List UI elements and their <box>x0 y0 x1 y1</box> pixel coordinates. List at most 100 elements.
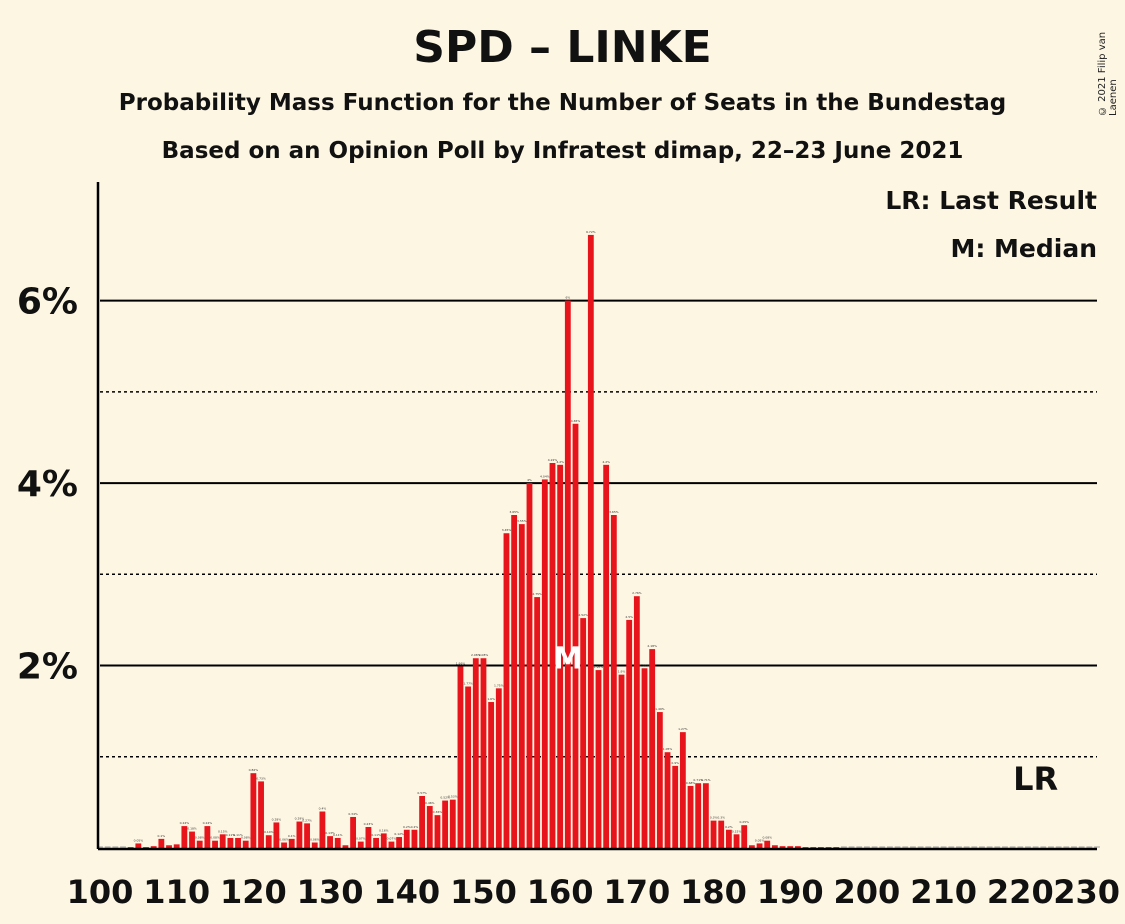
bar <box>357 841 364 848</box>
bar <box>810 847 817 848</box>
bar <box>181 826 188 848</box>
x-tick-label: 170 <box>603 873 670 911</box>
bar-value-label: 0.73% <box>256 776 266 780</box>
bar <box>281 842 287 848</box>
bar <box>204 826 211 848</box>
bar-value-label: 0.05% <box>134 838 144 842</box>
x-tick-label: 140 <box>373 873 440 911</box>
bar-value-label: 0.08% <box>762 836 772 840</box>
bar <box>304 823 310 848</box>
bar <box>518 524 525 848</box>
bar <box>534 597 541 848</box>
bar <box>143 847 149 848</box>
bar-value-label: 4.04% <box>540 474 550 478</box>
bar-value-label: 0.52% <box>440 796 450 800</box>
bar <box>327 836 333 848</box>
bar <box>472 658 479 848</box>
bar <box>449 799 456 848</box>
bar-value-label: 1.97% <box>640 663 650 667</box>
bar <box>580 618 587 848</box>
bar <box>733 834 740 848</box>
bar <box>189 831 195 848</box>
bar-value-label: 0.25% <box>739 820 749 824</box>
bar-value-label: 6.72% <box>586 230 596 234</box>
bar <box>564 300 571 848</box>
bar <box>794 846 801 848</box>
x-tick-label: 150 <box>450 873 517 911</box>
bar-value-label: 0.05% <box>755 838 765 842</box>
bar <box>748 845 755 848</box>
bar-value-label: 0.11% <box>371 833 381 837</box>
bar <box>817 847 824 848</box>
bar <box>825 847 832 848</box>
bar <box>258 781 264 848</box>
bar-value-label: 0.3% <box>717 816 725 820</box>
bar <box>350 816 356 848</box>
bar <box>787 846 794 848</box>
bar <box>127 847 134 848</box>
bar <box>426 806 433 848</box>
bar <box>549 462 556 848</box>
bar <box>334 837 341 848</box>
bar <box>173 844 180 848</box>
bar <box>311 842 318 848</box>
bar <box>725 829 732 848</box>
bar <box>365 827 372 848</box>
bars: 0.05%0.1%0.24%0.18%0.08%0.24%0.08%0.15%0… <box>97 230 1100 849</box>
bar-value-label: 0.29% <box>295 817 305 821</box>
bar-value-label: 4.2% <box>602 460 610 464</box>
bar <box>434 815 441 848</box>
bar <box>741 825 748 848</box>
bar <box>656 712 663 848</box>
bar-value-label: 0.46% <box>425 801 435 805</box>
x-tick-label: 210 <box>910 873 977 911</box>
bar <box>442 800 449 848</box>
bar <box>288 838 295 848</box>
x-tick-label: 120 <box>220 873 287 911</box>
x-tick-label: 230 <box>1053 873 1120 911</box>
bar <box>672 765 679 848</box>
bar <box>626 619 633 848</box>
bar <box>166 845 172 848</box>
chart-title: SPD – LINKE <box>413 22 712 73</box>
bar-value-label: 0.11% <box>233 833 243 837</box>
bar-value-label: 0.2% <box>411 825 419 829</box>
bar-value-label: 0.15% <box>732 829 742 833</box>
bar-value-label: 0.4% <box>319 807 327 811</box>
bar-value-label: 0.68% <box>686 781 696 785</box>
bar <box>771 845 778 848</box>
bar <box>595 670 602 848</box>
bar-value-label: 0.57% <box>417 791 427 795</box>
bar <box>319 811 326 848</box>
bar-value-label: 1.49% <box>655 707 665 711</box>
bar-value-label: 4.2% <box>556 460 564 464</box>
bar-value-label: 0.3% <box>710 816 718 820</box>
bar-value-label: 4.65% <box>571 419 581 423</box>
bar <box>388 841 395 848</box>
bar-value-label: 0.23% <box>364 822 374 826</box>
x-tick-label: 160 <box>527 873 594 911</box>
bar <box>764 840 771 848</box>
chart-subtitle-poll: Based on an Opinion Poll by Infratest di… <box>161 138 964 164</box>
x-tick-label: 180 <box>680 873 747 911</box>
bar <box>396 837 403 848</box>
bar-value-label: 0.2% <box>403 825 411 829</box>
bar <box>641 668 648 848</box>
last-result-marker: LR <box>1013 760 1058 798</box>
bar-value-label: 0.07% <box>356 837 366 841</box>
bar-value-label: 0.71% <box>701 778 711 782</box>
legend-last-result: LR: Last Result <box>885 186 1097 215</box>
bar-value-label: 1.6% <box>487 697 495 701</box>
bar-value-label: 0.2% <box>725 825 733 829</box>
bar <box>403 829 410 848</box>
bar <box>227 837 234 848</box>
bar-value-label: 3.65% <box>509 510 519 514</box>
bar <box>503 533 510 848</box>
bar <box>342 845 349 848</box>
bar <box>618 674 625 848</box>
y-tick-label: 4% <box>17 464 78 505</box>
bar <box>702 783 709 848</box>
y-tick-label: 6% <box>17 282 78 323</box>
bar <box>465 686 472 848</box>
